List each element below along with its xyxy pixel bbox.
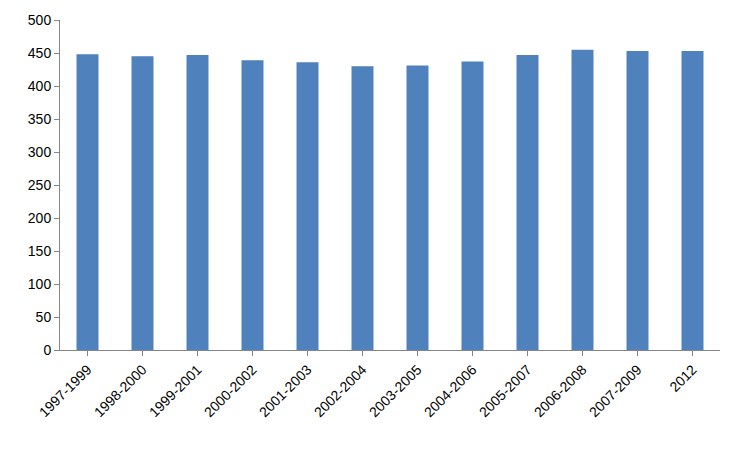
svg-text:350: 350: [28, 111, 52, 127]
svg-text:2012: 2012: [666, 361, 699, 394]
svg-text:200: 200: [28, 210, 52, 226]
svg-text:1997-1999: 1997-1999: [36, 361, 95, 420]
svg-text:450: 450: [28, 45, 52, 61]
svg-text:2006-2008: 2006-2008: [531, 361, 590, 420]
svg-text:2004-2006: 2004-2006: [421, 361, 480, 420]
svg-text:0: 0: [43, 342, 51, 358]
svg-text:2001-2003: 2001-2003: [256, 361, 315, 420]
svg-text:300: 300: [28, 144, 52, 160]
svg-text:2002-2004: 2002-2004: [311, 361, 370, 420]
svg-text:2003-2005: 2003-2005: [366, 361, 425, 420]
svg-text:2007-2009: 2007-2009: [586, 361, 645, 420]
svg-text:400: 400: [28, 78, 52, 94]
svg-text:250: 250: [28, 177, 52, 193]
svg-text:100: 100: [28, 276, 52, 292]
svg-text:50: 50: [36, 309, 52, 325]
svg-text:500: 500: [28, 12, 52, 28]
svg-text:2005-2007: 2005-2007: [476, 361, 535, 420]
svg-text:150: 150: [28, 243, 52, 259]
svg-text:2000-2002: 2000-2002: [201, 361, 260, 420]
svg-text:1998-2000: 1998-2000: [91, 361, 150, 420]
svg-text:1999-2001: 1999-2001: [146, 361, 205, 420]
